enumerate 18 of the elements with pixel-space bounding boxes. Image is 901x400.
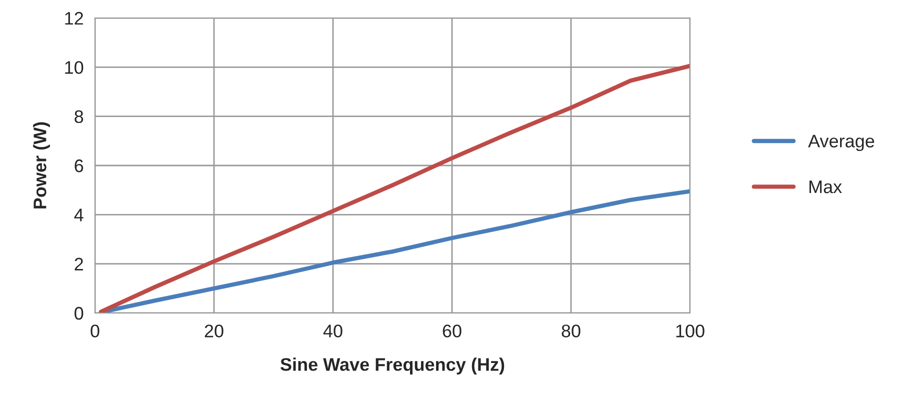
y-tick-label: 6 xyxy=(74,159,84,172)
x-tick-label: 40 xyxy=(323,324,342,338)
y-tick-label: 4 xyxy=(74,208,84,222)
x-tick-label: 60 xyxy=(442,324,462,338)
y-axis-title: Power (W) xyxy=(33,122,50,208)
x-tick-label: 0 xyxy=(90,324,100,338)
legend-label: Max xyxy=(810,180,842,194)
y-tick-label: 10 xyxy=(65,61,84,74)
y-tick-label: 2 xyxy=(74,258,83,270)
x-axis-title: Sine Wave Frequency (Hz) xyxy=(280,358,504,374)
line-series xyxy=(98,64,690,313)
y-tick-label: 0 xyxy=(74,306,84,320)
x-tick-label: 20 xyxy=(204,324,224,338)
legend-label: Average xyxy=(808,134,874,152)
x-tick-label: 100 xyxy=(676,324,704,338)
x-tick-label: 80 xyxy=(562,324,580,338)
y-tick-label: 12 xyxy=(65,12,83,25)
y-tick-label: 8 xyxy=(74,110,84,124)
